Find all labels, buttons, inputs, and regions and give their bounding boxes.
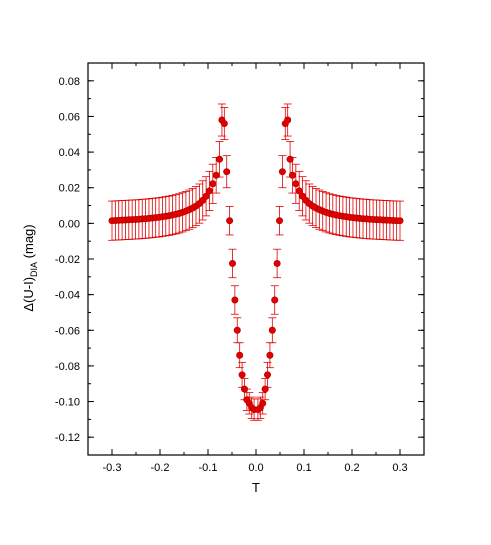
data-point [396,217,404,225]
data-point [268,326,276,334]
x-axis-ticks: -0.3 -0.2 -0.1 0.0 0.1 0.2 0.3 [87,63,408,474]
data-point [212,171,220,179]
y-axis-title-subscript: DIA [29,262,39,277]
data-point [288,171,296,179]
data-point [292,180,300,188]
y-tick-label: 0.04 [59,147,80,159]
data-point [271,296,279,304]
y-tick-label: -0.02 [55,254,80,266]
y-tick-label: -0.08 [55,361,80,373]
data-point [264,371,272,379]
data-point [216,155,224,163]
data-point [226,217,234,225]
y-tick-label: 0.06 [59,111,80,123]
y-axis-ticks: 0.08 0.06 0.04 0.02 0.00 -0.02 -0.04 -0.06 -0.08… [55,62,424,456]
x-tick-label: 0.1 [296,462,311,474]
data-point [259,399,267,407]
data-point [286,155,294,163]
data-point [261,385,269,393]
data-point [295,187,303,195]
y-tick-label: 0.08 [59,76,80,88]
y-axis-title-main: Δ(U-I) [21,277,36,312]
x-tick-label: 0.3 [392,462,407,474]
data-point [205,187,213,195]
data-points [108,116,404,414]
data-point [202,192,210,200]
y-tick-label: -0.10 [55,397,80,409]
data-point [228,259,236,267]
data-point [236,351,244,359]
data-point [240,385,248,393]
y-tick-label: -0.06 [55,325,80,337]
data-point [284,116,292,124]
data-point [220,120,228,128]
y-tick-label: -0.04 [55,290,80,302]
error-bars [108,103,404,421]
y-axis-title-unit: (mag) [21,224,36,262]
y-axis-title: Δ(U-I)DIA (mag) [21,224,39,311]
data-point [231,296,239,304]
data-point [276,217,284,225]
y-tick-label: 0.02 [59,183,80,195]
plot-frame [87,62,425,456]
x-tick-label: 0.2 [344,462,359,474]
data-point [223,168,231,176]
data-point [209,180,217,188]
x-axis-title: T [252,480,260,495]
y-tick-label: 0.00 [59,218,80,230]
x-tick-label: -0.2 [151,462,170,474]
data-point [278,168,286,176]
data-point [233,326,241,334]
data-point [238,371,246,379]
x-tick-label: 0.0 [248,462,263,474]
x-tick-label: -0.3 [103,462,122,474]
data-point [273,259,281,267]
x-tick-label: -0.1 [199,462,218,474]
data-point [266,351,274,359]
y-tick-label: -0.12 [55,432,80,444]
